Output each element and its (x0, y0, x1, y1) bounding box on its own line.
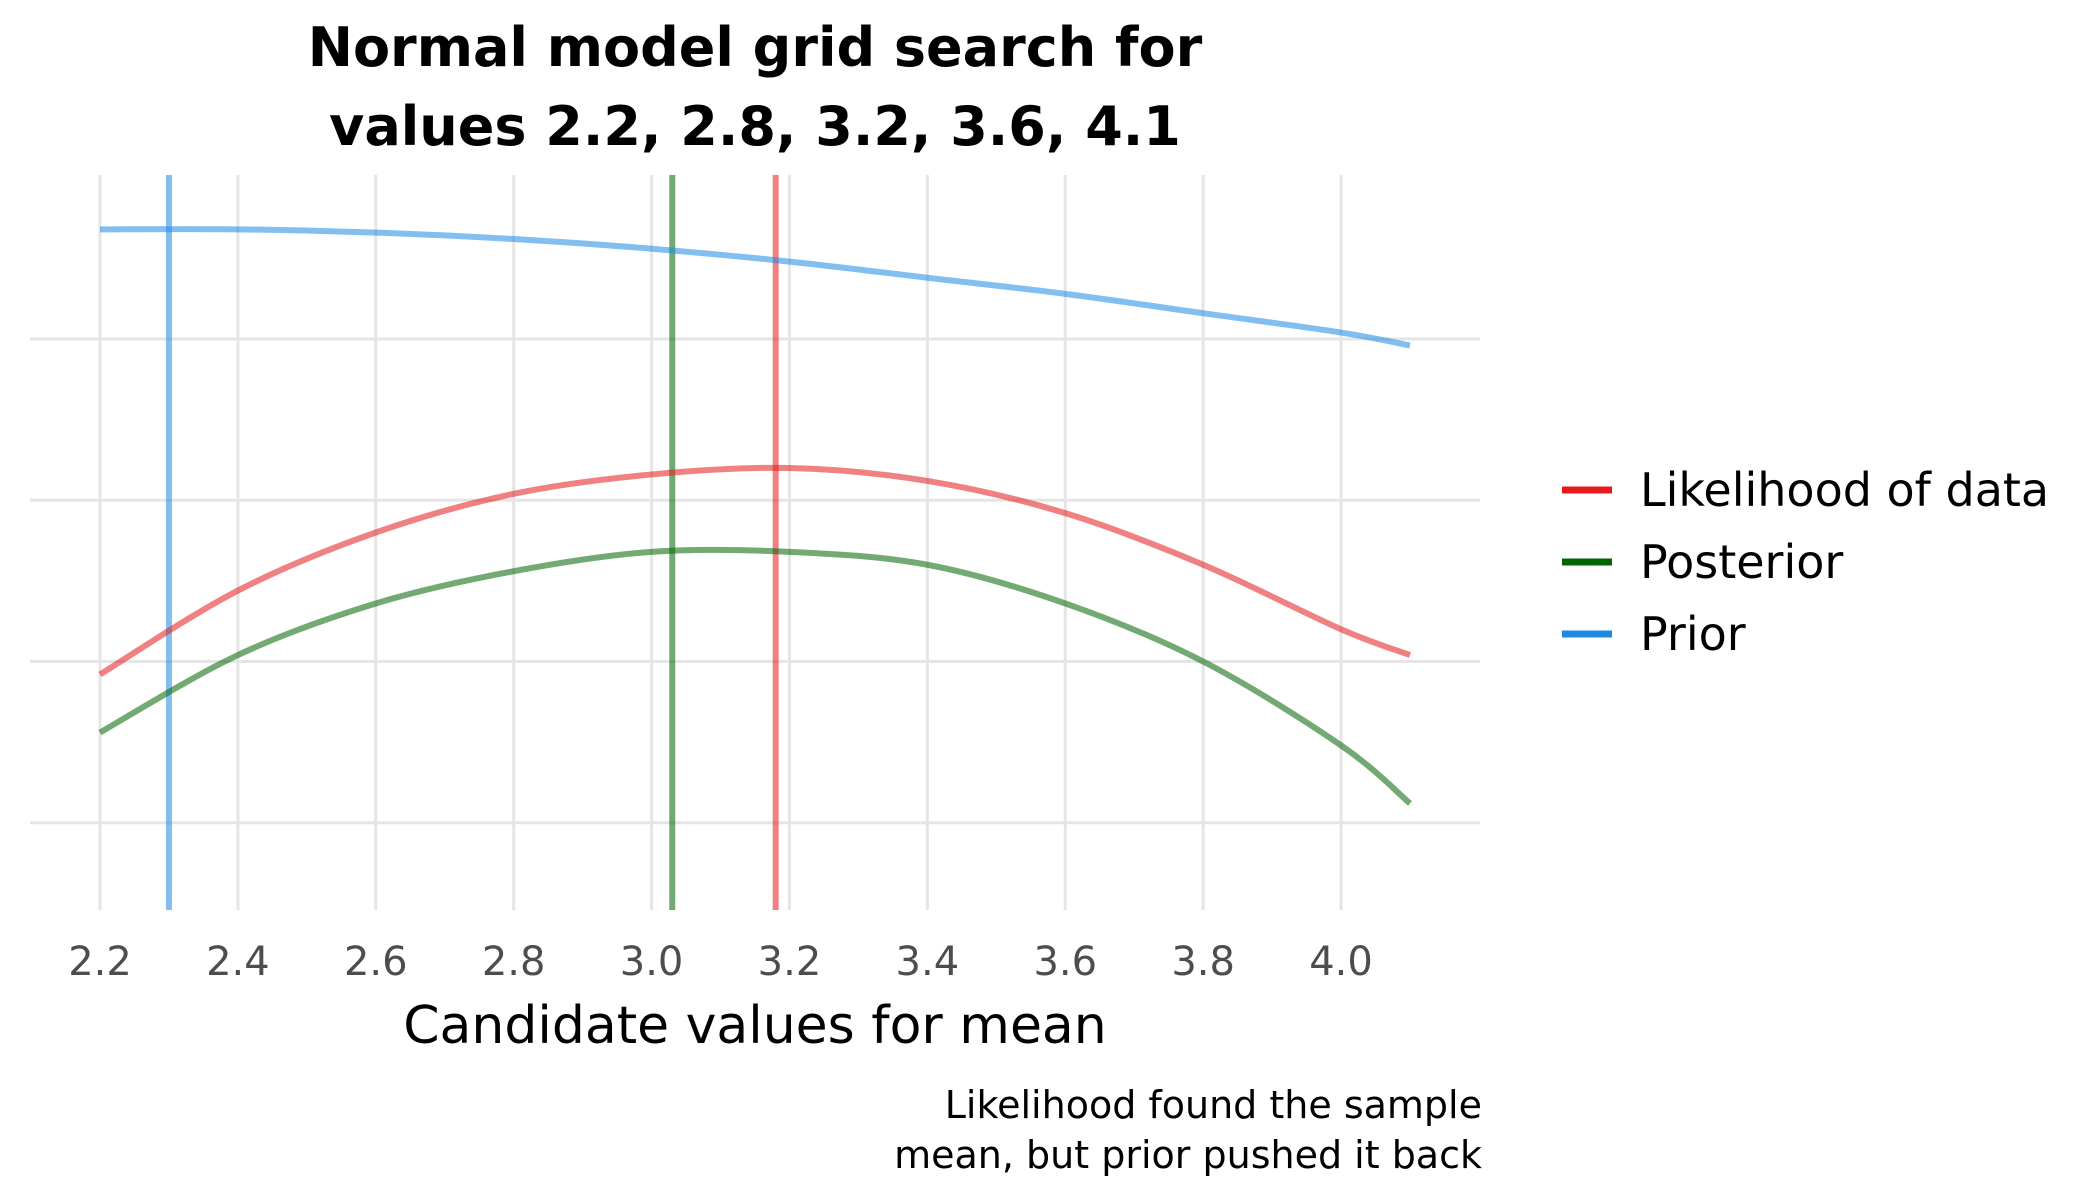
series-line-likelihood-of-data (98, 464, 1412, 677)
chart-title-line-2: values 2.2, 2.8, 3.2, 3.6, 4.1 (329, 95, 1181, 158)
x-tick-label: 3.4 (896, 939, 960, 985)
x-tick-label: 2.4 (206, 939, 270, 985)
plot-area (98, 175, 1412, 910)
chart-title-line-1: Normal model grid search for (308, 16, 1203, 79)
legend-label: Posterior (1640, 535, 1843, 589)
x-tick-label: 2.8 (482, 939, 546, 985)
x-tick-label: 4.0 (1309, 939, 1373, 985)
caption-line-2: mean, but prior pushed it back (894, 1133, 1482, 1177)
x-axis-ticks: 2.2 2.4 2.6 2.8 3.0 3.2 3.4 3.6 3.8 4.0 (68, 939, 1373, 985)
series-line-posterior (98, 546, 1412, 806)
legend-label: Likelihood of data (1640, 463, 2049, 517)
x-tick-label: 3.2 (758, 939, 822, 985)
x-tick-label: 3.6 (1033, 939, 1097, 985)
x-tick-label: 3.8 (1171, 939, 1235, 985)
x-tick-label: 3.0 (620, 939, 684, 985)
caption-line-1: Likelihood found the sample (945, 1083, 1482, 1127)
x-axis-label: Candidate values for mean (403, 996, 1107, 1056)
x-tick-label: 2.2 (68, 939, 132, 985)
legend-label: Prior (1640, 607, 1746, 661)
grid (30, 175, 1480, 910)
series-line-prior (99, 226, 1411, 349)
legend: Likelihood of data Posterior Prior (1562, 463, 2049, 661)
x-tick-label: 2.6 (344, 939, 408, 985)
